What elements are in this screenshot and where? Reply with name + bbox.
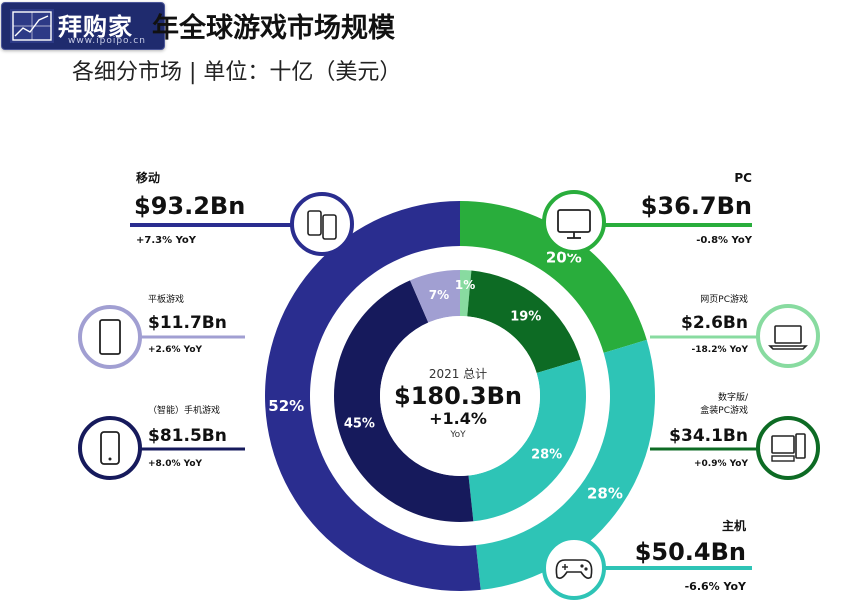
callout-mobile-value: $93.2Bn [134,192,245,220]
center-hole [380,316,540,476]
inner-pct-label-pc-boxed: 19% [510,309,541,324]
callout-pc-label: PC [734,171,752,185]
outer-pct-label-console: 28% [587,484,623,502]
site-logo: 拜购家 www.ipoipo.cn [1,2,165,50]
callout-smartphone-yoy: +8.0% YoY [148,459,203,469]
callout-pc-browser-yoy: -18.2% YoY [692,345,749,355]
callout-tablet-yoy: +2.6% YoY [148,345,203,355]
inner-slice-pc-boxed [467,270,581,373]
callout-console-yoy: -6.6% YoY [685,580,747,593]
callout-pc-value: $36.7Bn [641,192,752,220]
callout-pc-yoy: -0.8% YoY [696,235,753,246]
inner-pct-label-tablet: 7% [429,288,449,302]
outer-pct-label-mobile: 52% [268,397,304,415]
inner-slice-console [468,359,586,522]
callout-smartphone-label: （智能）手机游戏 [148,404,220,416]
outer-ring [265,201,655,591]
callout-pc-browser-label: 网页PC游戏 [700,293,748,305]
desktop-computer-icon [756,416,820,480]
smartphone-icon [78,416,142,480]
inner-pct-label-pc-browser: 1% [455,278,475,292]
logo-url: www.ipoipo.cn [68,36,146,46]
inner-ring [333,270,586,522]
callout-labels: 移动 $93.2Bn +7.3% YoY PC $36.7Bn -0.8% YoY 平板游戏… [134,170,753,593]
outer-slice-mobile [265,201,481,591]
callout-pc-boxed-label-line1: 数字版/ [718,391,749,403]
outer-slice-console [475,339,655,590]
inner-slice-pc-browser [460,270,472,317]
segment-icons [78,190,820,600]
page-subtitle: 各细分市场 | 单位：十亿（美元） [72,60,402,85]
inner-slice-smartphone [333,280,474,522]
callout-pc-browser-value: $2.6Bn [681,313,748,333]
callout-console-value: $50.4Bn [635,538,746,566]
callout-mobile-yoy: +7.3% YoY [136,235,197,246]
center-total-label: 2021 总计 [429,367,487,381]
gamepad-icon [542,536,606,600]
center-yoy: YoY [449,430,466,440]
logo-text: 拜购家 [58,13,133,41]
inner-pct-label-smartphone: 45% [344,416,375,431]
callout-tablet-value: $11.7Bn [148,313,227,333]
phones-icon [290,192,354,256]
inner-pct-label-console: 28% [531,448,562,463]
monitor-icon [542,190,606,254]
callout-console-label: 主机 [722,518,746,533]
outer-slice-pc [460,201,647,353]
inner-slice-tablet [410,270,460,323]
page-title: 年全球游戏市场规模 [152,13,395,44]
callout-pc-boxed-yoy: +0.9% YoY [694,459,749,469]
laptop-icon [756,304,820,368]
callout-mobile-label: 移动 [136,170,160,185]
callout-smartphone-value: $81.5Bn [148,426,227,446]
center-total-value: $180.3Bn [394,382,522,410]
callout-pc-boxed-label-line2: 盒装PC游戏 [700,404,748,416]
bar-chart-logo-icon [10,9,54,43]
callout-tablet-label: 平板游戏 [148,293,184,305]
percent-labels: 20%28%52%1%19%28%45%7% [268,248,623,502]
tablet-icon [78,305,142,369]
center-total-growth: +1.4% [429,409,487,428]
callout-pc-boxed-value: $34.1Bn [669,426,748,446]
